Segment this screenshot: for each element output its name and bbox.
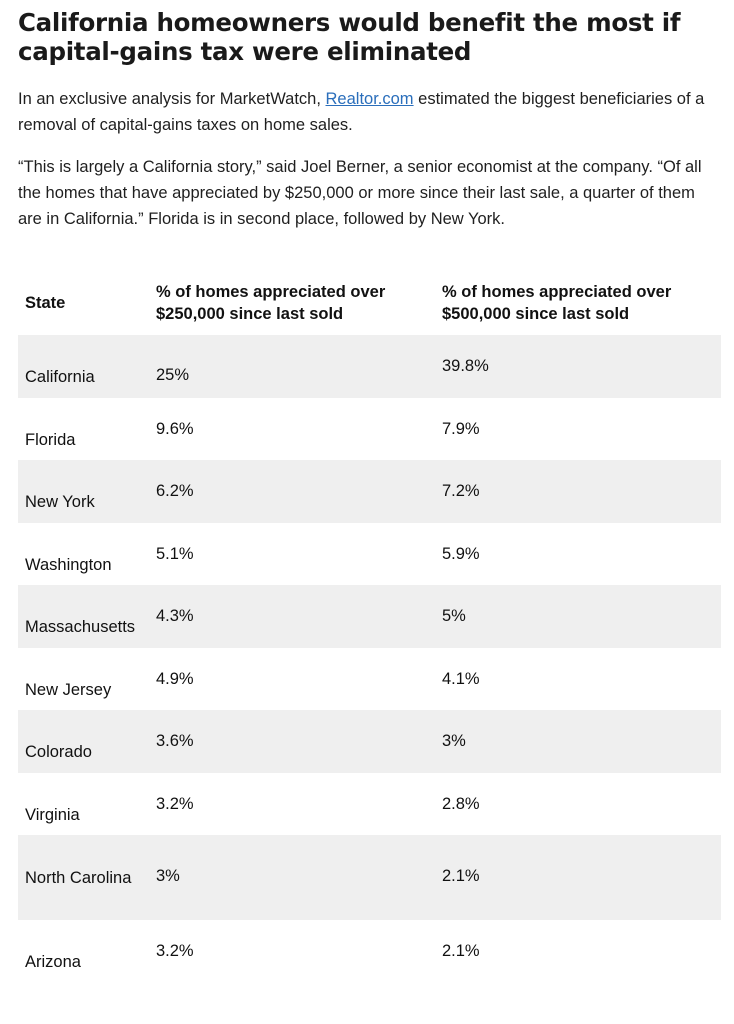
table-row: Florida 9.6% 7.9%: [18, 398, 721, 461]
state-cell: Washington: [25, 555, 112, 574]
state-cell: Colorado: [25, 743, 92, 761]
quote-paragraph: “This is largely a California story,” sa…: [18, 158, 702, 228]
state-cell: New Jersey: [25, 680, 112, 699]
value-500k-cell: 7.2%: [442, 482, 480, 500]
value-250k-cell: 3.2%: [156, 942, 194, 960]
value-250k-cell: 3%: [156, 867, 180, 885]
realtor-link[interactable]: Realtor.com: [325, 90, 414, 108]
table-row: Massachusetts 4.3% 5%: [18, 585, 721, 648]
value-250k-cell: 5.1%: [156, 544, 194, 563]
state-cell: Florida: [25, 430, 76, 449]
value-500k-cell: 2.1%: [442, 942, 480, 960]
state-cell: California: [25, 368, 95, 386]
value-250k-cell: 4.3%: [156, 607, 194, 625]
article-title: California homeowners would benefit the …: [18, 8, 681, 66]
intro-text-after: estimated the biggest beneficiaries of a…: [18, 90, 705, 134]
table-row: California 25% 39.8%: [18, 335, 721, 398]
value-250k-cell: 4.9%: [156, 669, 194, 688]
state-cell: Virginia: [25, 805, 80, 824]
value-500k-cell: 7.9%: [442, 419, 480, 438]
value-500k-cell: 39.8%: [442, 357, 489, 375]
header-state: State: [25, 294, 66, 312]
value-250k-cell: 6.2%: [156, 482, 194, 500]
table-row: New Jersey 4.9% 4.1%: [18, 648, 721, 711]
state-cell: North Carolina: [25, 869, 132, 887]
intro-paragraph: In an exclusive analysis for MarketWatch…: [18, 86, 720, 138]
header-250k: % of homes appreciated over $250,000 sin…: [156, 283, 386, 323]
value-500k-cell: 2.8%: [442, 794, 480, 813]
value-500k-cell: 4.1%: [442, 669, 480, 688]
state-cell: Arizona: [25, 953, 81, 971]
state-cell: New York: [25, 493, 95, 511]
table-row: Arizona 3.2% 2.1%: [18, 920, 721, 983]
value-500k-cell: 5.9%: [442, 544, 480, 563]
table-row: Virginia 3.2% 2.8%: [18, 773, 721, 836]
value-250k-cell: 9.6%: [156, 419, 194, 438]
table-row: North Carolina 3% 2.1%: [18, 835, 721, 920]
value-500k-cell: 3%: [442, 732, 466, 750]
value-250k-cell: 3.2%: [156, 794, 194, 813]
table-row: New York 6.2% 7.2%: [18, 460, 721, 523]
table-row: Washington 5.1% 5.9%: [18, 523, 721, 586]
state-cell: Massachusetts: [25, 618, 136, 636]
header-500k: % of homes appreciated over $500,000 sin…: [442, 283, 672, 323]
table-row: Colorado 3.6% 3%: [18, 710, 721, 773]
appreciation-table: State % of homes appreciated over $250,0…: [18, 266, 721, 983]
table-header-row: State % of homes appreciated over $250,0…: [18, 266, 721, 335]
intro-text-before: In an exclusive analysis for MarketWatch…: [18, 90, 326, 108]
value-250k-cell: 25%: [156, 366, 190, 384]
article: California homeowners would benefit the …: [18, 8, 721, 983]
value-500k-cell: 5%: [442, 607, 466, 625]
value-500k-cell: 2.1%: [442, 867, 480, 885]
value-250k-cell: 3.6%: [156, 732, 194, 750]
